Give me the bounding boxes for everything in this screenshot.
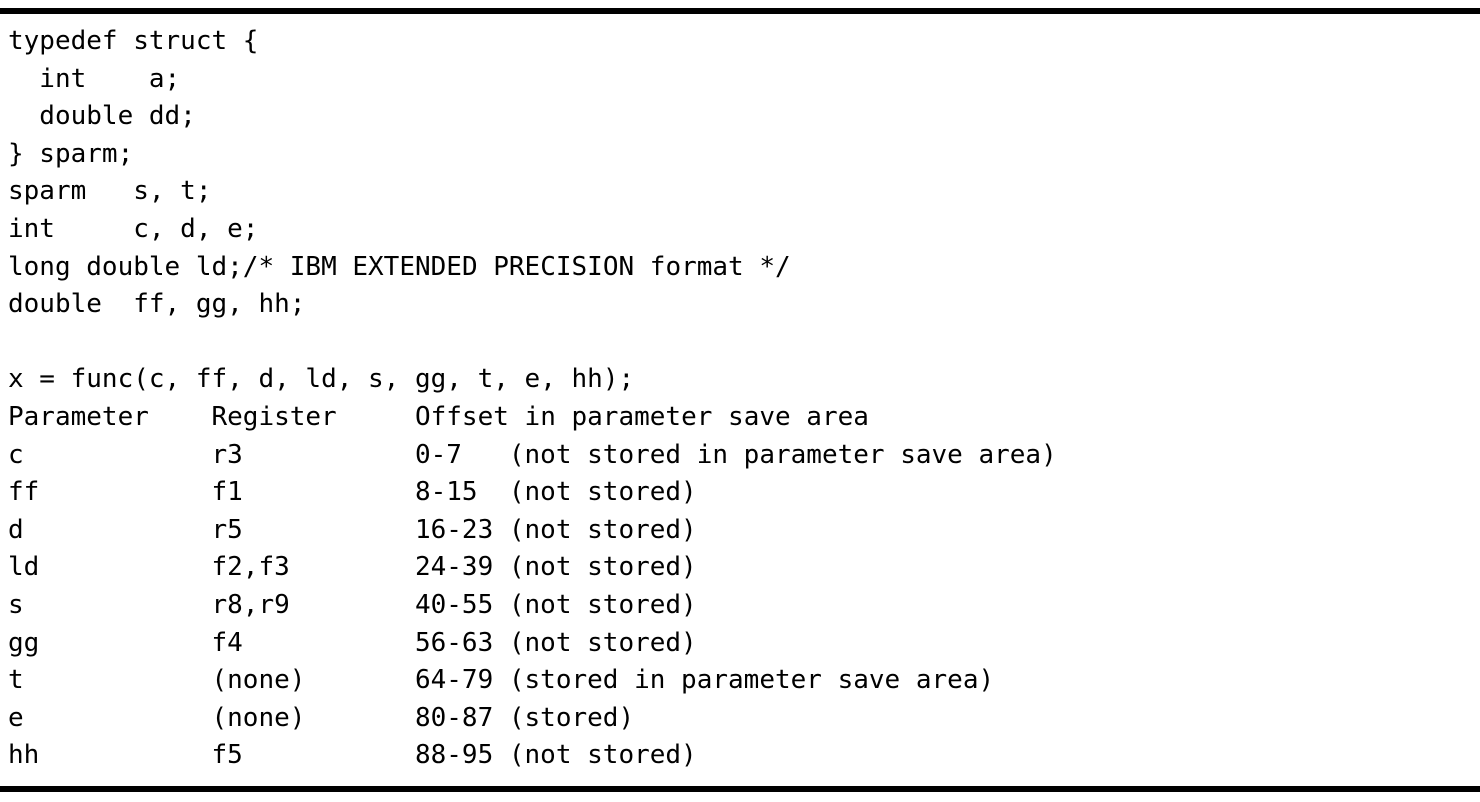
cell-note: (not stored) bbox=[508, 627, 697, 658]
table-row: gg f4 56-63 (not stored) bbox=[8, 625, 1480, 663]
code-line bbox=[8, 324, 1480, 362]
cell-offset: 56-63 bbox=[414, 627, 494, 658]
cell-parameter: ff bbox=[8, 477, 40, 508]
table-header-row: Parameter Register Offset in parameter s… bbox=[8, 399, 1480, 437]
bottom-rule bbox=[0, 786, 1480, 792]
cell-parameter: gg bbox=[8, 627, 40, 658]
cell-offset: 0-7 bbox=[414, 439, 462, 470]
cell-parameter: t bbox=[8, 665, 24, 696]
table-row: c r3 0-7 (not stored in parameter save area… bbox=[8, 437, 1480, 475]
code-line: int a; bbox=[8, 63, 181, 94]
cell-register: r5 bbox=[211, 514, 243, 545]
code-line: double ff, gg, hh; bbox=[8, 289, 306, 320]
code-line: x = func(c, ff, d, ld, s, gg, t, e, hh); bbox=[8, 364, 635, 395]
header-offset: Offset in parameter save area bbox=[414, 401, 869, 432]
table-row: hh f5 88-95 (not stored) bbox=[8, 737, 1480, 775]
cell-note: (not stored) bbox=[508, 552, 697, 583]
code-block: typedef struct { int a; double dd; } spar… bbox=[8, 23, 1480, 399]
cell-offset: 24-39 bbox=[414, 552, 494, 583]
cell-note: (not stored) bbox=[508, 514, 697, 545]
cell-note: (not stored in parameter save area) bbox=[508, 439, 1057, 470]
cell-offset: 80-87 bbox=[414, 702, 494, 733]
code-line: } sparm; bbox=[8, 138, 134, 169]
header-register: Register bbox=[211, 401, 337, 432]
cell-note: (not stored) bbox=[508, 740, 697, 771]
cell-register: (none) bbox=[211, 665, 306, 696]
cell-register: f5 bbox=[211, 740, 243, 771]
cell-note: (not stored) bbox=[508, 477, 697, 508]
code-line: double dd; bbox=[8, 101, 196, 132]
cell-register: f1 bbox=[211, 477, 243, 508]
cell-note: (stored) bbox=[508, 702, 635, 733]
table-row: d r5 16-23 (not stored) bbox=[8, 512, 1480, 550]
cell-note: (stored in parameter save area) bbox=[508, 665, 995, 696]
table-row: ff f1 8-15 (not stored) bbox=[8, 474, 1480, 512]
header-parameter: Parameter bbox=[8, 401, 149, 432]
code-line: long double ld;/* IBM EXTENDED PRECISION… bbox=[8, 251, 791, 282]
parameter-table-body: c r3 0-7 (not stored in parameter save area… bbox=[8, 437, 1480, 775]
figure-content: typedef struct { int a; double dd; } spar… bbox=[0, 14, 1480, 775]
table-row: t (none) 64-79 (stored in parameter save ar… bbox=[8, 662, 1480, 700]
cell-parameter: c bbox=[8, 439, 24, 470]
cell-offset: 64-79 bbox=[414, 665, 494, 696]
cell-register: f2,f3 bbox=[211, 552, 290, 583]
code-line: typedef struct { bbox=[8, 26, 259, 56]
cell-offset: 8-15 bbox=[414, 477, 478, 508]
cell-offset: 88-95 bbox=[414, 740, 494, 771]
top-rule bbox=[0, 8, 1480, 14]
table-row: ld f2,f3 24-39 (not stored) bbox=[8, 549, 1480, 587]
cell-parameter: e bbox=[8, 702, 24, 733]
code-line: sparm s, t; bbox=[8, 176, 212, 207]
cell-register: r3 bbox=[211, 439, 243, 470]
table-row: s r8,r9 40-55 (not stored) bbox=[8, 587, 1480, 625]
table-row: e (none) 80-87 (stored) bbox=[8, 700, 1480, 738]
cell-parameter: ld bbox=[8, 552, 40, 583]
cell-parameter: s bbox=[8, 589, 24, 620]
cell-parameter: d bbox=[8, 514, 24, 545]
cell-note: (not stored) bbox=[508, 589, 697, 620]
cell-offset: 16-23 bbox=[414, 514, 494, 545]
cell-offset: 40-55 bbox=[414, 589, 494, 620]
cell-register: (none) bbox=[211, 702, 306, 733]
cell-parameter: hh bbox=[8, 740, 40, 771]
code-line: int c, d, e; bbox=[8, 213, 259, 244]
parameter-table: Parameter Register Offset in parameter s… bbox=[8, 399, 1480, 775]
cell-register: f4 bbox=[211, 627, 243, 658]
cell-register: r8,r9 bbox=[211, 589, 290, 620]
